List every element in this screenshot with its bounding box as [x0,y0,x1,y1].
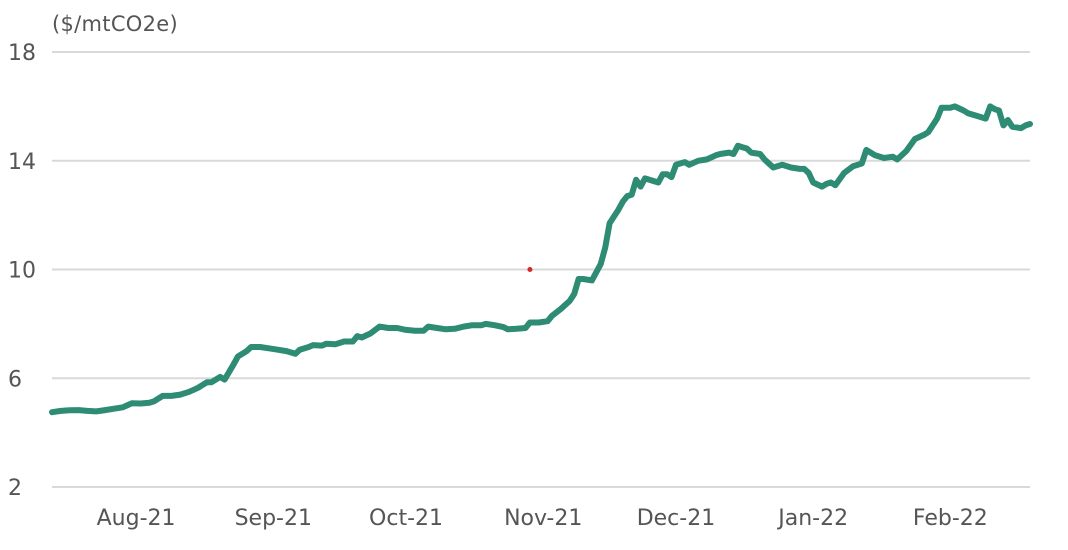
y-axis-unit-label: ($/mtCO2e) [52,12,178,36]
x-tick-label-jan-22: Jan-22 [776,506,848,531]
y-tick-label-6: 6 [8,367,22,392]
x-tick-label-oct-21: Oct-21 [369,506,443,531]
x-tick-label-feb-22: Feb-22 [913,506,988,531]
y-tick-label-18: 18 [8,41,36,66]
y-tick-label-2: 2 [8,476,22,501]
x-tick-label-dec-21: Dec-21 [637,506,716,531]
annotation-point-1 [527,267,533,272]
y-tick-label-14: 14 [8,150,36,175]
series-line-1 [49,103,1033,416]
x-tick-label-aug-21: Aug-21 [97,506,176,531]
x-tick-label-nov-21: Nov-21 [504,506,582,531]
y-tick-label-10: 10 [8,259,36,284]
x-tick-label-sep-21: Sep-21 [235,506,312,531]
